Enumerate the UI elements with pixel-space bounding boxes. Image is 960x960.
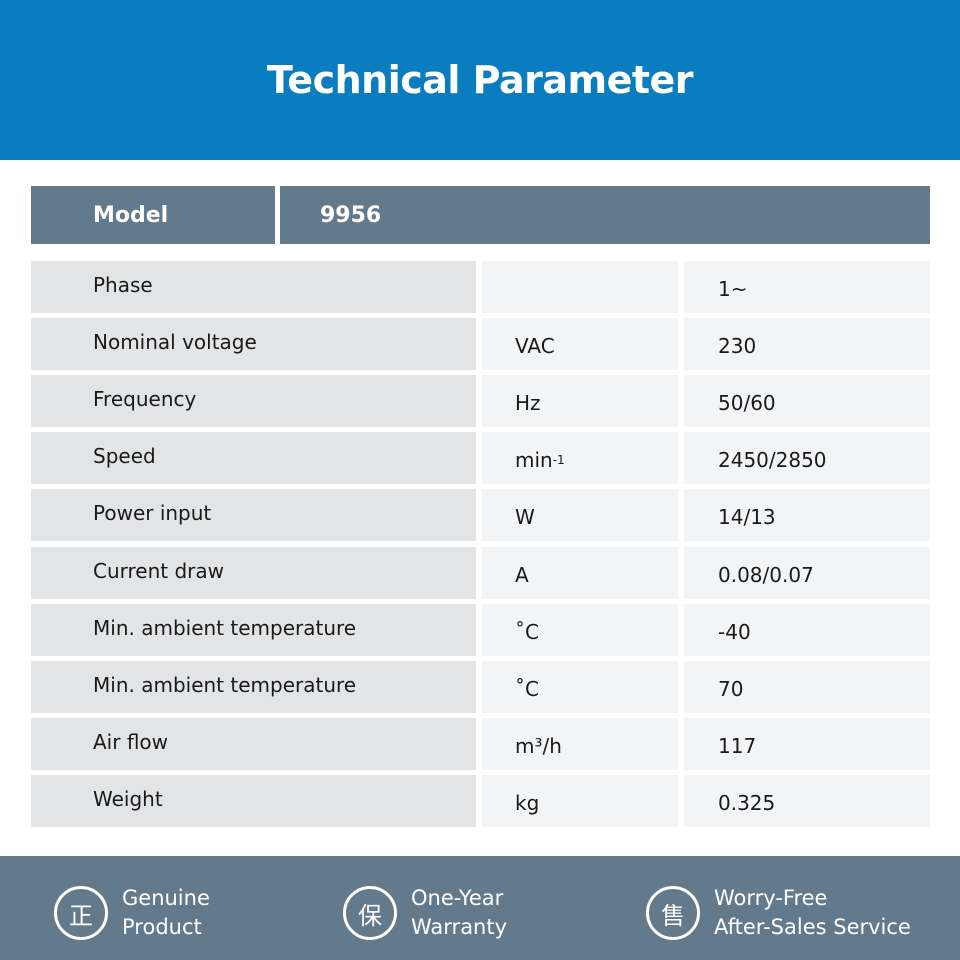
table-row: Weight kg 0.325 — [31, 774, 930, 827]
param-unit: kg — [482, 774, 678, 827]
header-banner: Technical Parameter — [0, 0, 960, 160]
param-value: 230 — [684, 318, 930, 371]
table-row: Frequency Hz 50/60 — [31, 375, 930, 428]
param-name-text: Current draw — [93, 558, 225, 583]
genuine-icon: 正 — [54, 886, 108, 940]
param-unit: W — [482, 489, 678, 542]
param-value-text: 230 — [718, 334, 757, 359]
param-value-text: 2450/2850 — [718, 448, 827, 473]
param-value-text: 70 — [718, 676, 744, 701]
param-unit-sup: -1 — [552, 453, 565, 468]
param-value: 0.08/0.07 — [684, 546, 930, 599]
param-name-text: Min. ambient temperature — [93, 615, 357, 640]
param-unit — [482, 261, 678, 313]
param-name-text: Speed — [93, 444, 156, 469]
param-unit: Hz — [482, 375, 678, 428]
model-label-cell: Model — [31, 186, 275, 244]
table-row: Min. ambient temperature ˚C -40 — [31, 603, 930, 656]
param-unit-text: ˚C — [515, 676, 539, 701]
param-name-text: Air flow — [93, 729, 169, 754]
feature-line2: Product — [122, 915, 202, 939]
table-row: Power input W 14/13 — [31, 489, 930, 542]
param-unit-text: Hz — [515, 391, 541, 416]
param-value: 70 — [684, 660, 930, 713]
service-icon: 售 — [646, 886, 700, 940]
param-name: Air flow — [31, 717, 476, 770]
feature-line1: One-Year — [411, 886, 504, 910]
param-name: Nominal voltage — [31, 318, 476, 371]
param-value: -40 — [684, 603, 930, 656]
param-unit: m³/h — [482, 717, 678, 770]
feature-line2: Warranty — [411, 915, 508, 939]
param-unit-text: ˚C — [515, 619, 539, 644]
param-name-text: Phase — [93, 273, 153, 297]
param-value-text: 0.08/0.07 — [718, 562, 814, 587]
param-value: 50/60 — [684, 375, 930, 428]
warranty-icon: 保 — [343, 886, 397, 940]
param-name: Frequency — [31, 375, 476, 428]
param-value-text: -40 — [718, 619, 751, 644]
param-unit-text: A — [515, 562, 529, 587]
param-name: Min. ambient temperature — [31, 660, 476, 713]
feature-service: 售 Worry-Free After-Sales Service — [646, 884, 911, 942]
param-unit: min -1 — [482, 432, 678, 485]
table-row: Current draw A 0.08/0.07 — [31, 546, 930, 599]
param-unit: VAC — [482, 318, 678, 371]
param-name-text: Frequency — [93, 387, 197, 412]
param-unit: ˚C — [482, 660, 678, 713]
param-value: 2450/2850 — [684, 432, 930, 485]
page-title: Technical Parameter — [266, 58, 694, 102]
feature-genuine: 正 Genuine Product — [54, 884, 210, 942]
param-value-text: 0.325 — [718, 790, 776, 815]
param-value-text: 117 — [718, 733, 757, 758]
param-unit-text: m³/h — [515, 733, 562, 758]
param-unit-text: min — [515, 448, 553, 473]
param-value: 14/13 — [684, 489, 930, 542]
param-name: Current draw — [31, 546, 476, 599]
feature-line2: After-Sales Service — [714, 915, 911, 939]
param-value: 1~ — [684, 261, 930, 313]
table-row: Air flow m³/h 117 — [31, 717, 930, 770]
param-name-text: Min. ambient temperature — [93, 672, 357, 697]
param-unit-text: VAC — [515, 334, 555, 359]
param-value: 117 — [684, 717, 930, 770]
feature-line1: Worry-Free — [714, 886, 828, 910]
model-label: Model — [93, 202, 169, 228]
param-name: Weight — [31, 774, 476, 827]
param-unit: ˚C — [482, 603, 678, 656]
table-row: Min. ambient temperature ˚C 70 — [31, 660, 930, 713]
model-value: 9956 — [320, 202, 382, 228]
table-row: Nominal voltage VAC 230 — [31, 318, 930, 371]
param-name-text: Nominal voltage — [93, 330, 257, 355]
param-unit-text: W — [515, 505, 535, 530]
param-unit: A — [482, 546, 678, 599]
param-value-text: 50/60 — [718, 391, 776, 416]
table-row: Speed min -1 2450/2850 — [31, 432, 930, 485]
param-value-text: 1~ — [718, 277, 748, 301]
param-value: 0.325 — [684, 774, 930, 827]
feature-line1: Genuine — [122, 886, 210, 910]
table-row: Phase 1~ — [31, 261, 930, 313]
footer-bar: 正 Genuine Product 保 One-Year Warranty 售 Wo… — [0, 856, 960, 960]
param-name-text: Power input — [93, 501, 212, 526]
param-unit-text: kg — [515, 790, 540, 815]
param-name: Min. ambient temperature — [31, 603, 476, 656]
param-name: Phase — [31, 261, 476, 313]
param-name-text: Weight — [93, 786, 163, 811]
param-name: Power input — [31, 489, 476, 542]
model-value-cell: 9956 — [280, 186, 930, 244]
param-value-text: 14/13 — [718, 505, 776, 530]
feature-warranty: 保 One-Year Warranty — [343, 884, 507, 942]
param-name: Speed — [31, 432, 476, 485]
